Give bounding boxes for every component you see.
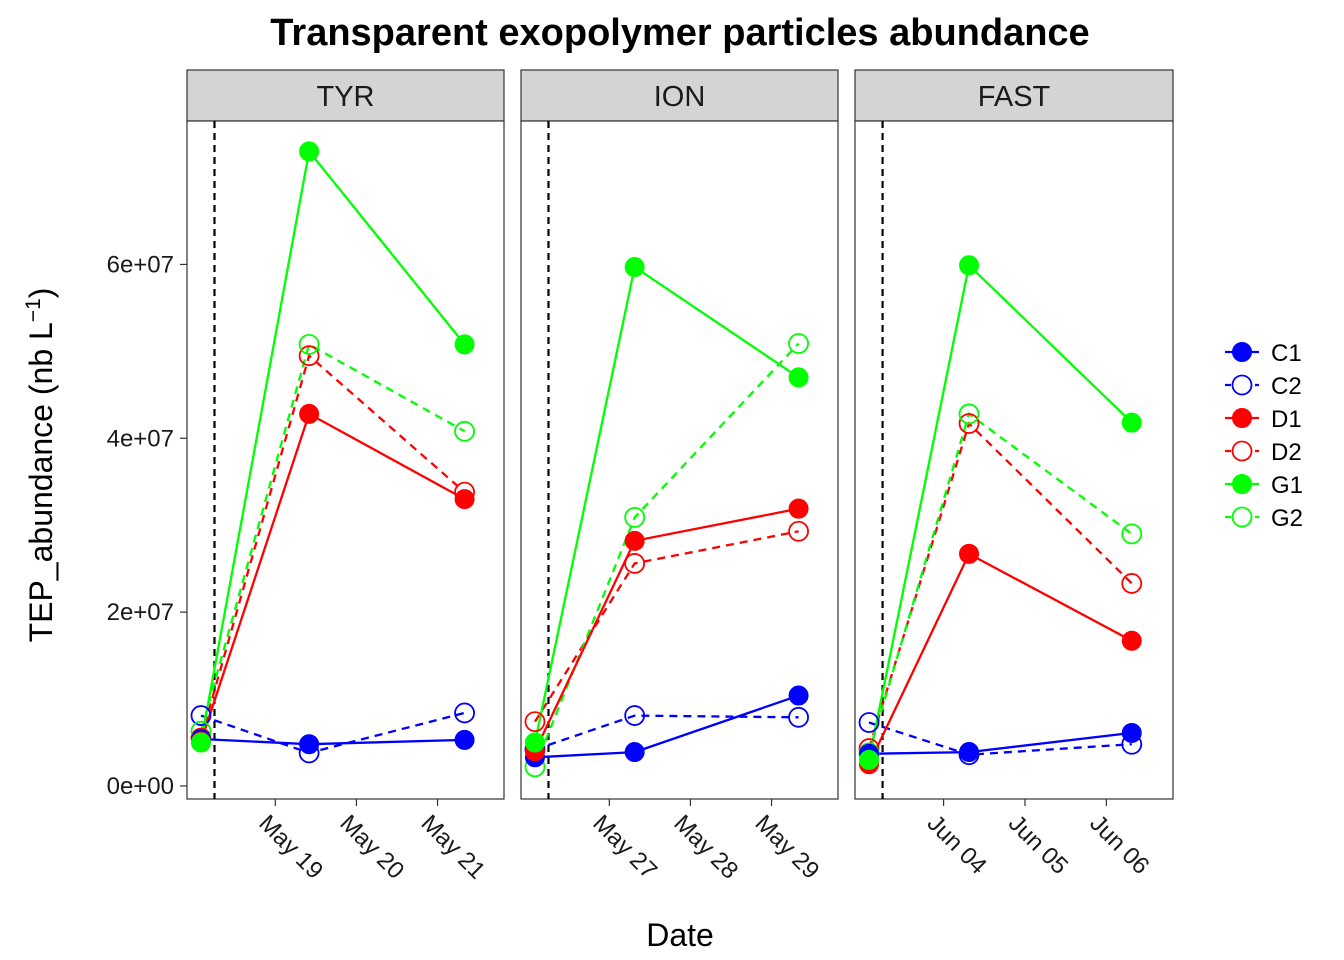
legend-label: D1 [1271,406,1302,433]
legend-marker [1231,440,1253,462]
x-tick-label: Jun 06 [1084,810,1154,880]
series-line-d2 [199,353,466,739]
series-line-g2 [199,342,466,732]
legend-marker [1232,342,1252,362]
data-point-c1 [299,734,320,755]
y-axis-title-main: TEP_abundance (nb L [23,322,59,642]
x-tick-label: May 28 [669,810,744,885]
series-line-d2 [534,530,799,723]
data-point-g1 [959,255,980,276]
data-point-g1 [190,732,211,753]
legend-label: G1 [1271,472,1303,499]
panel-frame [854,120,1174,800]
data-point-d2 [298,345,320,367]
data-point-d2 [788,520,809,542]
legend-item-c2: C2 [1225,373,1302,400]
y-axis-title-close: ) [23,288,59,299]
y-tick-label: 6e+07 [107,251,174,278]
legend-label: C1 [1271,340,1302,367]
legend-label: D2 [1271,439,1302,466]
data-point-g1 [454,334,475,355]
data-point-c1 [1121,722,1142,743]
x-tick-label: May 29 [750,810,825,885]
data-point-d1 [454,489,475,510]
data-point-g1 [859,749,880,770]
y-axis-title: TEP_abundance (nb L−1) [22,288,59,643]
x-tick-label: Jun 05 [1003,810,1073,880]
legend: C1 C2 D1 D2 G1 G2 [1225,340,1303,532]
data-point-d1 [299,403,320,424]
data-point-c2 [788,706,809,728]
x-tick-label: May 27 [587,810,662,885]
panel-frame [186,120,505,800]
series-line-c2 [534,714,799,751]
data-point-d1 [1121,630,1142,651]
data-point-d2 [624,553,646,574]
legend-item-c1: C1 [1225,340,1302,367]
facet-panel-tyr: TYR May 19 May 20 May 21 [186,69,505,885]
data-point-d2 [524,711,546,733]
legend-label: G2 [1271,505,1303,532]
data-point-g1 [788,367,809,388]
data-point-g2 [454,420,475,442]
facet-strip-label: ION [654,81,706,113]
data-point-c1 [624,742,645,763]
x-tick-label: May 21 [416,810,491,885]
data-point-g1 [624,257,645,278]
data-point-c1 [454,729,475,750]
facet-strip [520,69,839,122]
data-point-g2 [788,333,809,354]
data-point-c2 [624,705,646,726]
x-tick-label: May 19 [253,810,328,885]
legend-marker [1232,474,1252,494]
y-tick-label: 2e+07 [107,599,174,626]
facet-strip [186,69,505,122]
facet-strip-label: FAST [978,81,1051,113]
data-point-g2 [1121,523,1143,545]
legend-item-d1: D1 [1225,406,1302,433]
data-point-d1 [624,530,645,551]
data-point-g1 [299,141,320,162]
legend-item-g1: G1 [1225,472,1303,499]
facet-panel-ion: ION May 27 May 28 May 29 [520,69,839,885]
data-point-d1 [959,543,980,564]
y-tick-label: 4e+07 [107,425,174,452]
data-point-g2 [298,333,320,355]
data-point-d2 [1121,573,1143,594]
data-point-g2 [624,506,646,528]
y-axis-title-superscript: −1 [22,298,45,322]
facet-strip-label: TYR [317,81,375,113]
data-point-d2 [958,413,980,434]
x-tick-label: Jun 04 [922,810,992,880]
legend-label: C2 [1271,373,1302,400]
legend-marker [1231,506,1253,528]
legend-item-d2: D2 [1225,439,1302,466]
data-point-g2 [958,403,980,425]
y-tick-label: 0e+00 [107,773,174,800]
data-point-c1 [788,685,809,706]
data-point-c2 [858,712,880,733]
data-point-g1 [524,732,545,753]
panel-frame [520,120,839,800]
data-point-c1 [959,742,980,763]
chart-title: Transparent exopolymer particles abundan… [270,12,1089,54]
facet-strip [854,69,1174,122]
legend-marker [1231,374,1253,396]
data-point-g1 [1121,412,1142,433]
x-axis-title: Date [646,917,714,953]
facet-panel-fast: FAST Jun 04 Jun 05 Jun 06 [854,69,1174,880]
x-tick-label: May 20 [335,810,410,885]
legend-item-g2: G2 [1225,505,1303,532]
legend-marker [1232,408,1252,428]
facet-panels: TYR May 19 May 20 May 21 ION May 27 May 28 May … [186,69,1174,885]
data-point-c2 [454,702,475,724]
data-point-d1 [788,498,809,519]
y-axis: 0e+00 2e+07 4e+07 6e+07 [107,251,187,800]
data-point-c2 [190,705,212,726]
